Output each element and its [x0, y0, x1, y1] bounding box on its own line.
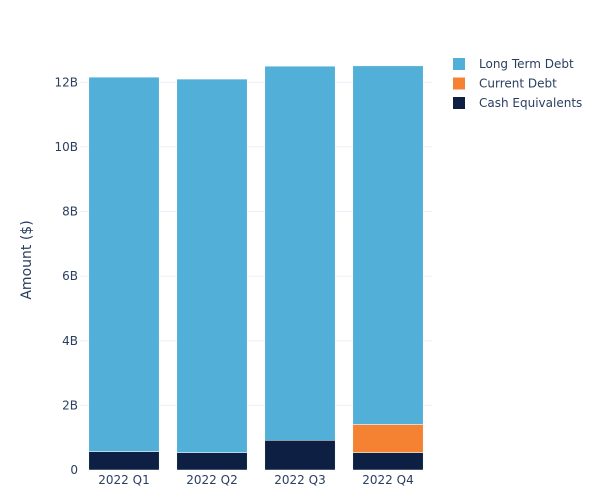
y-tick-label-0: 0: [70, 463, 78, 477]
legend-swatch-cash-equivalents[interactable]: [453, 97, 465, 109]
bar-long-term-debt-2022-q3[interactable]: [264, 65, 336, 441]
y-axis-ticks: 0 2B 4B 6B 8B 10B 12B: [54, 75, 78, 477]
legend-label-long-term-debt[interactable]: Long Term Debt: [479, 57, 574, 71]
y-axis-title: Amount ($): [19, 220, 35, 299]
x-tick-label-2022-q3: 2022 Q3: [274, 473, 325, 487]
x-axis-ticks: 2022 Q1 2022 Q2 2022 Q3 2022 Q4: [98, 473, 413, 487]
x-tick-label-2022-q2: 2022 Q2: [186, 473, 237, 487]
y-tick-label-8b: 8B: [62, 205, 78, 219]
legend-label-current-debt[interactable]: Current Debt: [479, 77, 557, 91]
bar-long-term-debt-2022-q1[interactable]: [88, 76, 160, 452]
x-tick-label-2022-q1: 2022 Q1: [98, 473, 149, 487]
y-tick-label-12b: 12B: [54, 75, 78, 89]
bar-cash-equivalents-2022-q4[interactable]: [352, 452, 424, 471]
legend[interactable]: Long Term Debt Current Debt Cash Equivalen…: [453, 57, 582, 110]
y-tick-label-2b: 2B: [62, 398, 78, 412]
bar-cash-equivalents-2022-q1[interactable]: [88, 451, 160, 471]
bars: [88, 65, 424, 471]
bar-long-term-debt-2022-q4[interactable]: [352, 65, 424, 425]
y-tick-label-4b: 4B: [62, 334, 78, 348]
bar-long-term-debt-2022-q2[interactable]: [176, 78, 248, 453]
x-tick-label-2022-q4: 2022 Q4: [362, 473, 413, 487]
bar-cash-equivalents-2022-q2[interactable]: [176, 452, 248, 471]
legend-label-cash-equivalents[interactable]: Cash Equivalents: [479, 96, 582, 110]
legend-swatch-long-term-debt[interactable]: [453, 58, 465, 70]
bar-current-debt-2022-q4[interactable]: [352, 424, 424, 453]
bar-cash-equivalents-2022-q3[interactable]: [264, 440, 336, 471]
legend-swatch-current-debt[interactable]: [453, 77, 465, 90]
y-tick-label-6b: 6B: [62, 269, 78, 283]
y-tick-label-10b: 10B: [54, 140, 78, 154]
